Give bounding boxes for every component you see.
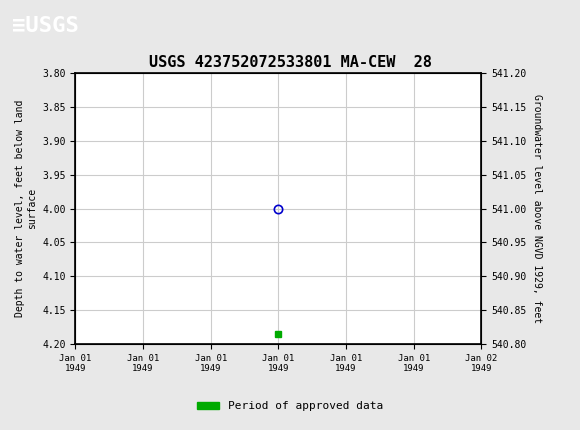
Text: USGS 423752072533801 MA-CEW  28: USGS 423752072533801 MA-CEW 28 (148, 55, 432, 70)
Legend: Period of approved data: Period of approved data (193, 397, 387, 416)
Y-axis label: Depth to water level, feet below land
surface: Depth to water level, feet below land su… (15, 100, 37, 317)
Text: ≡USGS: ≡USGS (12, 16, 78, 36)
Y-axis label: Groundwater level above NGVD 1929, feet: Groundwater level above NGVD 1929, feet (532, 94, 542, 323)
